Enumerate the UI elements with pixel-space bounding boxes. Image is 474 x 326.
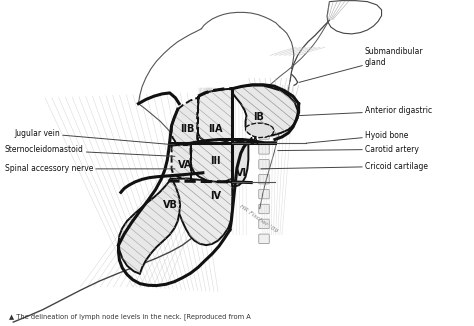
Text: Spinal accessory nerve: Spinal accessory nerve (5, 164, 175, 173)
Text: III: III (210, 156, 221, 166)
Text: Cricoid cartilage: Cricoid cartilage (261, 162, 428, 171)
FancyBboxPatch shape (259, 130, 269, 139)
Polygon shape (246, 123, 274, 138)
PathPatch shape (172, 145, 191, 179)
Text: IA: IA (249, 137, 258, 146)
Polygon shape (232, 85, 298, 136)
Text: VI: VI (236, 168, 247, 178)
Polygon shape (172, 143, 232, 183)
Text: VB: VB (163, 200, 178, 210)
Text: Sternocleidomastoid: Sternocleidomastoid (5, 145, 175, 156)
Polygon shape (197, 89, 232, 143)
Text: Hyoid bone: Hyoid bone (306, 131, 409, 143)
FancyBboxPatch shape (259, 204, 269, 214)
Text: IB: IB (253, 112, 264, 122)
Text: Jugular vein: Jugular vein (14, 128, 175, 145)
Polygon shape (172, 145, 191, 179)
Polygon shape (232, 142, 248, 186)
Polygon shape (172, 96, 199, 145)
Polygon shape (246, 123, 274, 138)
FancyBboxPatch shape (259, 219, 269, 229)
Text: Anterior digastric: Anterior digastric (299, 106, 432, 116)
Text: IIB: IIB (180, 124, 194, 134)
Text: IIA: IIA (209, 124, 223, 134)
PathPatch shape (118, 179, 180, 274)
FancyBboxPatch shape (259, 234, 269, 244)
Polygon shape (118, 179, 180, 274)
Text: ▲ The delineation of lymph node levels in the neck. [Reproduced from A: ▲ The delineation of lymph node levels i… (9, 313, 250, 320)
Text: HR Fischer '09: HR Fischer '09 (238, 204, 278, 234)
Polygon shape (171, 179, 232, 245)
Text: Carotid artery: Carotid artery (278, 145, 419, 154)
PathPatch shape (171, 179, 232, 245)
PathPatch shape (232, 85, 298, 136)
FancyBboxPatch shape (259, 159, 269, 169)
PathPatch shape (197, 89, 232, 143)
PathPatch shape (246, 123, 274, 138)
PathPatch shape (172, 143, 232, 183)
Text: VA: VA (178, 160, 192, 170)
FancyBboxPatch shape (259, 145, 269, 154)
FancyBboxPatch shape (259, 174, 269, 184)
FancyBboxPatch shape (259, 189, 269, 199)
PathPatch shape (172, 96, 199, 145)
Text: IV: IV (210, 191, 221, 200)
Text: Submandibular
gland: Submandibular gland (299, 47, 424, 82)
